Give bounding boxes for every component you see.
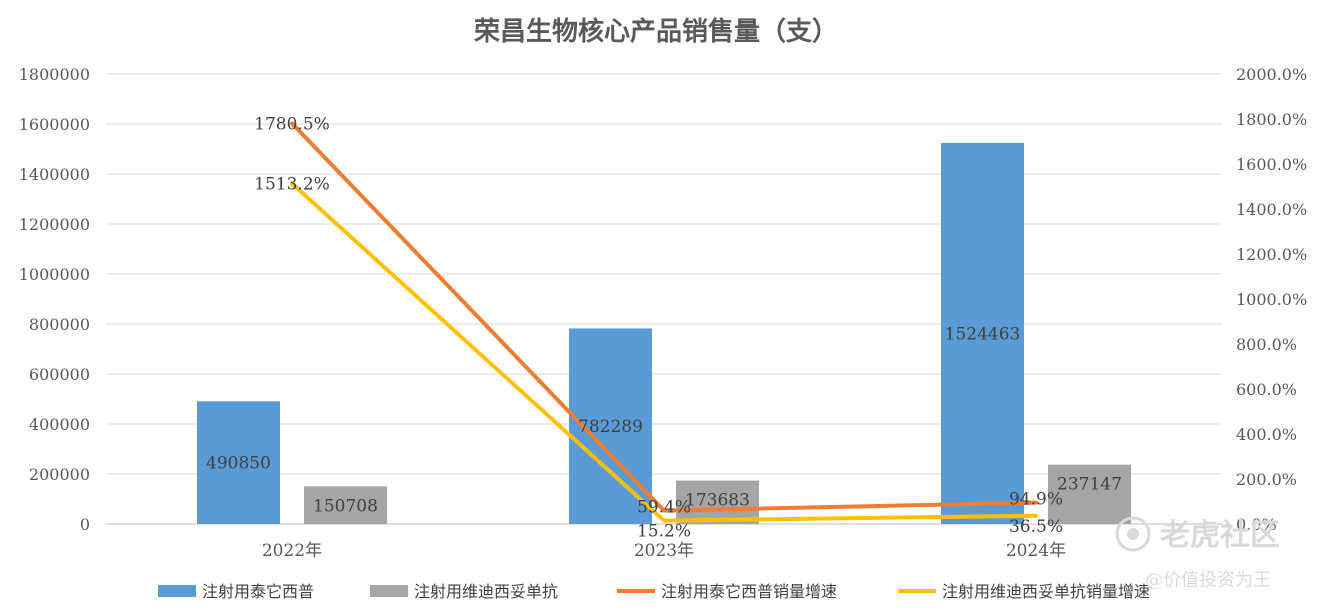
right-tick-label: 1800.0%	[1236, 110, 1307, 129]
bar	[676, 480, 759, 524]
watermark-logo-text: 老虎社区	[1160, 518, 1280, 553]
legend-label: 注射用维迪西妥单抗销量增速	[942, 582, 1150, 601]
right-axis-ticks: 0.0% 200.0% 400.0% 600.0% 800.0% 1000.0% 1200.…	[1236, 65, 1307, 534]
right-tick-label: 800.0%	[1236, 335, 1297, 354]
left-tick-label: 200000	[29, 465, 90, 484]
lines-layer	[290, 121, 1038, 523]
series-line	[290, 181, 1038, 523]
right-tick-label: 400.0%	[1236, 425, 1297, 444]
data-labels-layer: 490850 782289 1524463 150708 173683 237147 178…	[206, 114, 1122, 541]
bars-layer	[197, 142, 1131, 524]
grid-layer	[106, 73, 1222, 525]
left-tick-label: 400000	[29, 415, 90, 434]
legend-label: 注射用维迪西妥单抗	[414, 582, 558, 601]
bar	[304, 486, 387, 524]
left-tick-label: 1800000	[19, 65, 90, 84]
left-tick-label: 1600000	[19, 115, 90, 134]
left-tick-label: 1400000	[19, 165, 90, 184]
right-tick-label: 1200.0%	[1236, 245, 1307, 264]
watermark: 老虎社区 @价值投资为王	[1115, 516, 1280, 591]
right-tick-label: 1400.0%	[1236, 200, 1307, 219]
line-data-label: 59.4%	[637, 498, 691, 518]
line-data-label: 15.2%	[637, 522, 691, 542]
chart-title: 荣昌生物核心产品销售量（支）	[474, 16, 838, 47]
line-data-label: 1780.5%	[254, 114, 330, 134]
category-label: 2022年	[262, 541, 322, 561]
bar	[941, 142, 1024, 524]
left-tick-label: 1200000	[19, 215, 90, 234]
category-label: 2023年	[634, 541, 694, 561]
legend-label: 注射用泰它西普	[202, 582, 314, 601]
bar-data-label: 490850	[206, 454, 271, 474]
tiger-logo-icon	[1115, 516, 1151, 552]
bar-data-label: 782289	[578, 417, 643, 437]
line-data-label: 36.5%	[1009, 517, 1063, 537]
left-tick-label: 800000	[29, 315, 90, 334]
legend-swatch	[370, 585, 408, 597]
right-tick-label: 600.0%	[1236, 380, 1297, 399]
series-line	[290, 121, 1038, 513]
legend: 注射用泰它西普 注射用维迪西妥单抗 注射用泰它西普销量增速 注射用维迪西妥单抗销量增速	[158, 582, 1150, 601]
legend-label: 注射用泰它西普销量增速	[661, 582, 837, 601]
right-tick-label: 1600.0%	[1236, 155, 1307, 174]
category-axis-labels: 2022年 2023年 2024年	[262, 541, 1066, 561]
right-tick-label: 1000.0%	[1236, 290, 1307, 309]
category-label: 2024年	[1006, 541, 1066, 561]
left-tick-label: 0	[80, 515, 90, 534]
legend-swatch	[158, 585, 196, 597]
line-data-label: 1513.2%	[254, 175, 330, 195]
right-tick-label: 200.0%	[1236, 470, 1297, 489]
watermark-handle: @价值投资为王	[1145, 570, 1271, 591]
left-tick-label: 1000000	[19, 265, 90, 284]
right-tick-label: 0.0%	[1236, 515, 1277, 534]
line-data-label: 94.9%	[1009, 490, 1063, 510]
left-axis-ticks: 0 200000 400000 600000 800000 1000000 1200000 1…	[19, 65, 90, 534]
bar-data-label: 150708	[313, 496, 378, 516]
bar-data-label: 237147	[1057, 475, 1122, 495]
bar-data-label: 173683	[685, 491, 750, 511]
bar	[197, 401, 280, 524]
right-tick-label: 2000.0%	[1236, 65, 1307, 84]
left-tick-label: 600000	[29, 365, 90, 384]
bar-data-label: 1524463	[945, 324, 1021, 344]
bar	[1048, 464, 1131, 524]
